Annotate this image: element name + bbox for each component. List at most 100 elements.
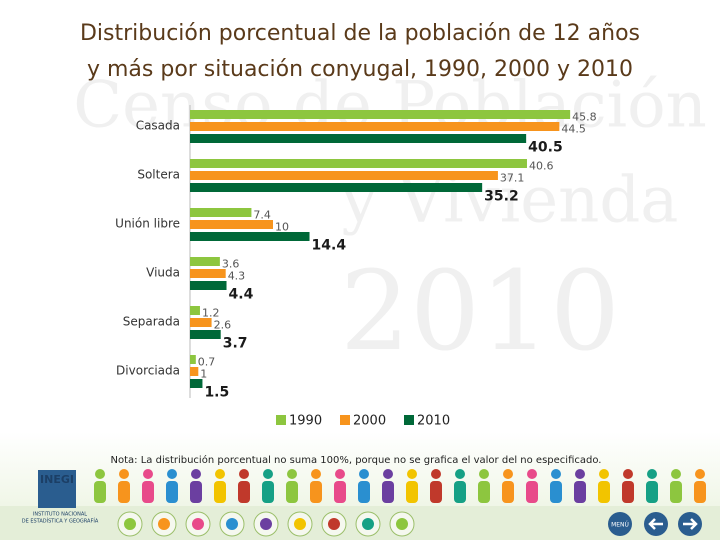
- bar: [190, 122, 560, 131]
- prev-arrow[interactable]: [648, 518, 663, 530]
- person-body: [214, 481, 226, 503]
- value-label: 0.7: [198, 356, 216, 369]
- person-head: [143, 469, 153, 479]
- bar: [190, 379, 203, 388]
- person-body: [454, 481, 466, 503]
- person-head: [119, 469, 129, 479]
- value-label: 35.2: [484, 189, 519, 205]
- person-body: [598, 481, 610, 503]
- person-head: [287, 469, 297, 479]
- bar: [190, 232, 310, 241]
- value-label: 44.5: [561, 123, 586, 136]
- person-head: [95, 469, 105, 479]
- institute-name: INSTITUTO NACIONAL: [33, 512, 87, 518]
- people-strip: [94, 469, 706, 503]
- person-body: [574, 481, 586, 503]
- toolbar-glyph: [124, 518, 136, 530]
- person-body: [142, 481, 154, 503]
- person-body: [622, 481, 634, 503]
- bar: [190, 110, 571, 119]
- legend-label: 2000: [353, 414, 386, 429]
- person-body: [694, 481, 706, 503]
- note: Nota: La distribución porcentual no suma…: [111, 454, 602, 466]
- value-label: 3.7: [223, 336, 248, 352]
- bar: [190, 269, 226, 278]
- legend-label: 2010: [417, 414, 450, 429]
- person-head: [575, 469, 585, 479]
- value-label: 40.6: [529, 160, 554, 173]
- toolbar-glyph: [362, 518, 374, 530]
- person-head: [335, 469, 345, 479]
- category-label: Separada: [123, 315, 180, 329]
- legend-label: 1990: [289, 414, 322, 429]
- legend-swatch: [404, 415, 414, 425]
- person-body: [382, 481, 394, 503]
- next-arrow[interactable]: [683, 518, 698, 530]
- person-body: [262, 481, 274, 503]
- person-body: [670, 481, 682, 503]
- value-label: 3.6: [222, 258, 240, 271]
- menu-label[interactable]: MENÚ: [611, 522, 629, 529]
- category-label: Casada: [136, 119, 180, 133]
- person-body: [526, 481, 538, 503]
- person-body: [94, 481, 106, 503]
- bar: [190, 330, 221, 339]
- person-head: [431, 469, 441, 479]
- value-label: 4.4: [229, 287, 254, 303]
- person-body: [238, 481, 250, 503]
- bar: [190, 134, 527, 143]
- person-body: [646, 481, 658, 503]
- category-label: Soltera: [137, 168, 180, 182]
- bar: [190, 220, 273, 229]
- bar: [190, 171, 498, 180]
- legend: 1990 2000 2010: [276, 414, 450, 429]
- logo-mark: [38, 470, 76, 508]
- menu-button[interactable]: [608, 512, 632, 536]
- toolbar-glyph: [328, 518, 340, 530]
- toolbar-glyph: [226, 518, 238, 530]
- watermark-text: 2010: [340, 247, 620, 375]
- value-label: 4.3: [228, 270, 246, 283]
- category-label: Unión libre: [115, 217, 180, 231]
- value-label: 1.5: [204, 385, 229, 401]
- person-body: [190, 481, 202, 503]
- person-head: [647, 469, 657, 479]
- bar: [190, 306, 200, 315]
- category-label: Divorciada: [116, 364, 180, 378]
- value-label: 14.4: [312, 238, 347, 254]
- bar: [190, 281, 227, 290]
- bar: [190, 257, 220, 266]
- toolbar-glyph: [396, 518, 408, 530]
- toolbar-glyph: [192, 518, 204, 530]
- person-body: [334, 481, 346, 503]
- person-head: [383, 469, 393, 479]
- person-head: [311, 469, 321, 479]
- person-head: [479, 469, 489, 479]
- person-head: [551, 469, 561, 479]
- value-label: 37.1: [500, 172, 525, 185]
- category-label: Viuda: [146, 266, 180, 280]
- watermark: Censo de Población y Vivienda 2010: [73, 69, 707, 375]
- toolbar-icons: [117, 511, 415, 537]
- person-body: [502, 481, 514, 503]
- value-label: 45.8: [572, 111, 597, 124]
- person-head: [215, 469, 225, 479]
- person-head: [527, 469, 537, 479]
- bar: [190, 318, 212, 327]
- bar: [190, 183, 483, 192]
- person-body: [286, 481, 298, 503]
- value-label: 1: [200, 368, 207, 381]
- person-head: [695, 469, 705, 479]
- person-body: [406, 481, 418, 503]
- chart-title: Distribución porcentual de la población …: [80, 21, 640, 82]
- person-head: [263, 469, 273, 479]
- bar: [190, 159, 527, 168]
- person-head: [503, 469, 513, 479]
- person-body: [358, 481, 370, 503]
- person-body: [166, 481, 178, 503]
- toolbar-glyph: [158, 518, 170, 530]
- toolbar-glyph: [260, 518, 272, 530]
- person-body: [118, 481, 130, 503]
